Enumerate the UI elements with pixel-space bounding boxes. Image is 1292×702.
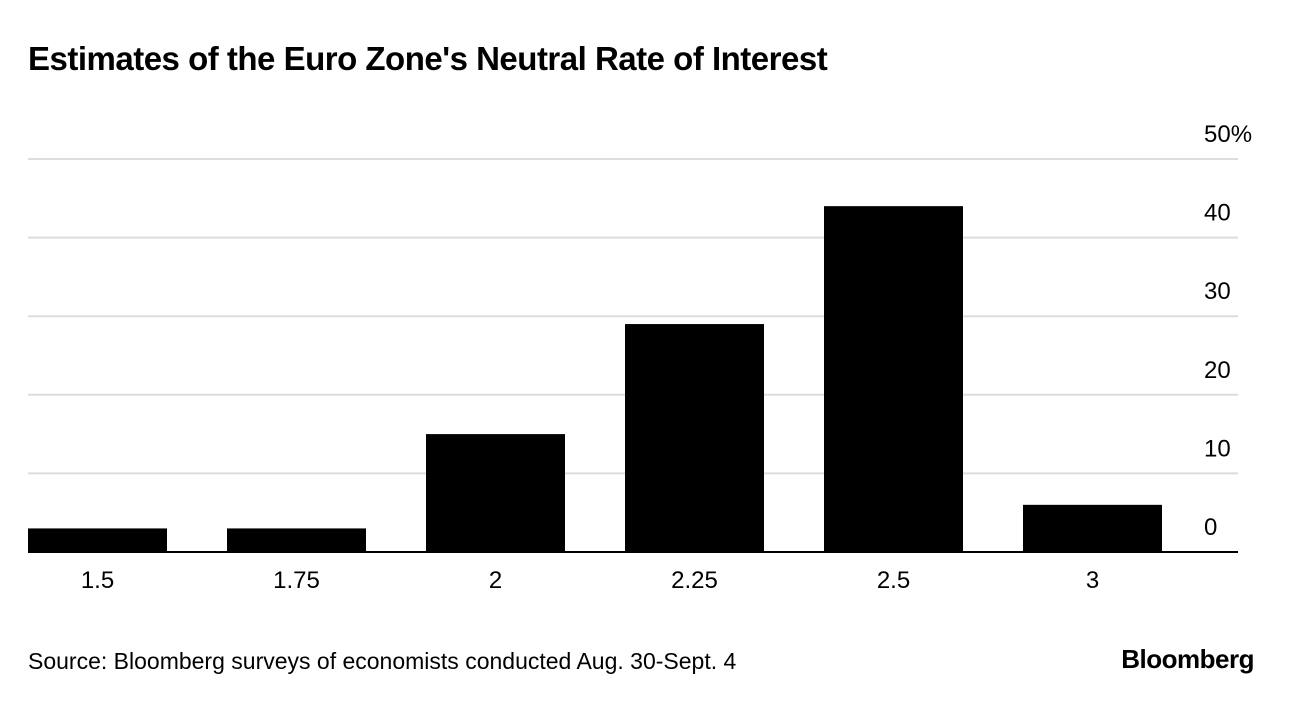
bar-3 [1023,504,1162,552]
source-note: Source: Bloomberg surveys of economists … [28,648,737,674]
y-tick-label: 50% [1204,121,1252,148]
x-tick-label: 2.5 [877,567,910,594]
bar-1.75 [227,528,366,552]
x-axis-ticks: 1.5 1.75 2 2.25 2.5 3 [81,567,1099,594]
y-tick-label: 30 [1204,278,1231,305]
x-tick-label: 1.75 [273,567,320,594]
y-tick-label: 10 [1204,435,1231,462]
bloomberg-logo: Bloomberg [1121,644,1254,674]
bar-2.25 [625,324,764,552]
y-tick-label: 20 [1204,357,1231,384]
bar-2.5 [824,206,963,552]
x-tick-label: 2 [489,567,502,594]
x-tick-label: 2.25 [671,567,718,594]
bar-2 [426,434,565,552]
bar-1.5 [28,528,167,552]
y-axis-ticks: 0 10 20 30 40 50% [1204,121,1252,541]
y-tick-label: 0 [1204,514,1217,541]
y-tick-label: 40 [1204,200,1231,227]
bar-chart: 0 10 20 30 40 50% 1.5 1.75 2 2.25 2.5 3 [28,121,1252,594]
x-tick-label: 1.5 [81,567,114,594]
bars [28,206,1162,552]
chart-title: Estimates of the Euro Zone's Neutral Rat… [28,40,828,77]
x-tick-label: 3 [1086,567,1099,594]
